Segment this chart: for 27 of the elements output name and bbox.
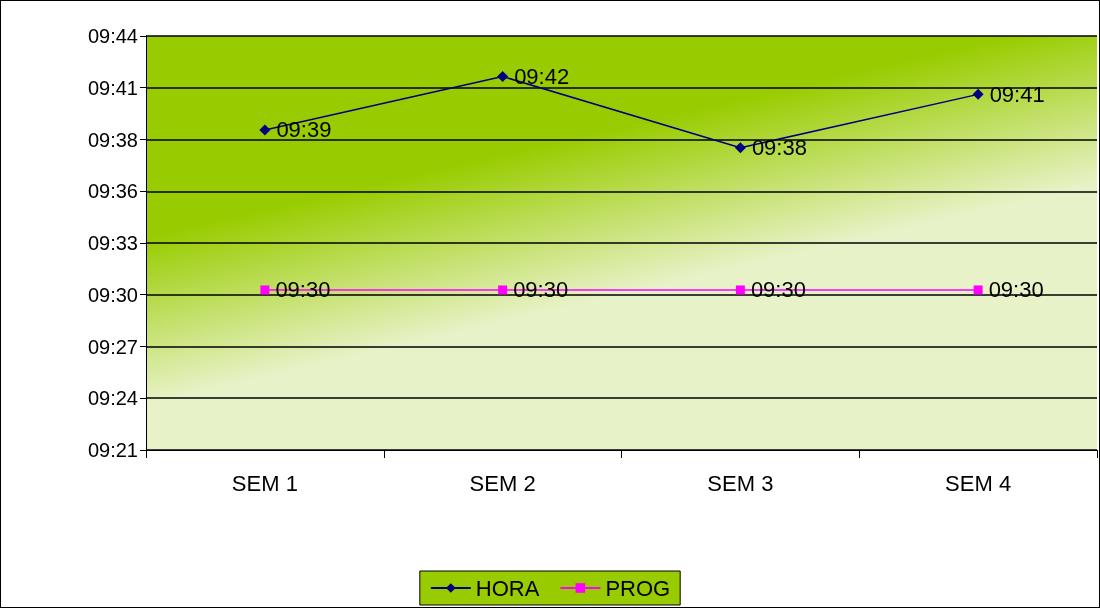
x-tick-label: SEM 4 [945, 470, 1012, 496]
point [260, 285, 270, 295]
y-tick-label: 09:33 [87, 232, 138, 254]
point [259, 124, 271, 136]
point [972, 88, 984, 100]
y-tick-label: 09:36 [87, 180, 138, 203]
x-tick-label: SEM 2 [469, 470, 536, 496]
data-label: 09:42 [514, 64, 570, 90]
y-tick-label: 09:21 [87, 439, 138, 461]
data-label: 09:41 [989, 81, 1045, 107]
y-tick-label: 09:38 [87, 128, 138, 151]
point [734, 142, 746, 154]
y-tick-label: 09:24 [87, 387, 138, 410]
point [973, 285, 983, 295]
x-tick-label: SEM 1 [231, 470, 298, 496]
y-tick-label: 09:27 [87, 335, 138, 358]
legend-label: PROG [605, 575, 671, 601]
data-label: 09:38 [751, 135, 807, 161]
legend-label: HORA [475, 575, 540, 601]
data-label: 09:39 [276, 117, 332, 143]
y-tick-label: 09:30 [87, 283, 138, 306]
point [497, 71, 509, 83]
point [498, 285, 508, 295]
x-tick-label: SEM 3 [707, 470, 774, 496]
y-tick-label: 09:41 [87, 76, 138, 99]
point [735, 285, 745, 295]
y-tick-label: 09:44 [87, 25, 138, 47]
